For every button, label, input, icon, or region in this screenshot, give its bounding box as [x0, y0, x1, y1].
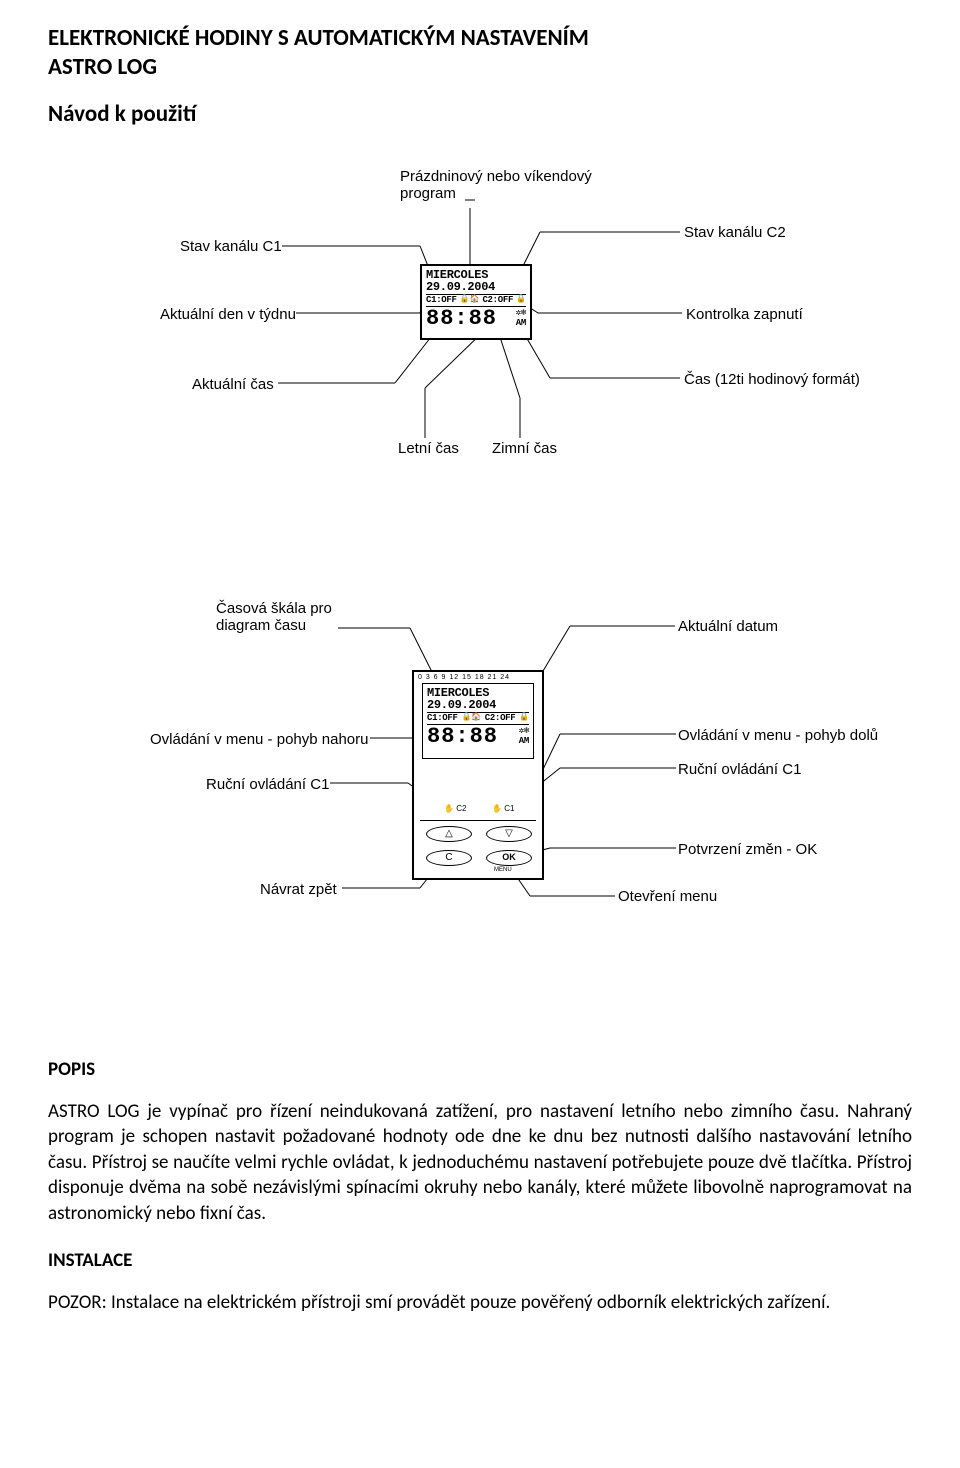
popis-paragraph: ASTRO LOG je vypínač pro řízení neinduko…: [48, 1099, 912, 1227]
lcd2-time: 88:88: [427, 725, 498, 748]
label-holiday: Prázdninový nebo víkendový program: [400, 168, 592, 203]
doc-title-line2: ASTRO LOG: [48, 53, 912, 82]
label-scale: Časová škála pro diagram času: [216, 600, 332, 635]
label-open-menu: Otevření menu: [618, 888, 717, 905]
label-winter: Zimní čas: [492, 440, 557, 457]
popis-heading: POPIS: [48, 1058, 912, 1081]
nav-up-button[interactable]: △: [426, 826, 472, 842]
lcd2-c1: C1:OFF: [427, 714, 458, 723]
instalace-heading: INSTALACE: [48, 1249, 912, 1272]
label-nav-up: Ovládání v menu - pohyb nahoru: [150, 731, 368, 748]
lcd1-c1: C1:OFF: [426, 296, 457, 305]
label-nav-down: Ovládání v menu - pohyb dolů: [678, 727, 878, 744]
lcd2-ampm: AM: [519, 737, 529, 746]
menu-sublabel: MENU: [494, 867, 512, 873]
label-manual-c1-right: Ruční ovládání C1: [678, 761, 801, 778]
doc-title-line1: ELEKTRONICKÉ HODINY S AUTOMATICKÝM NASTA…: [48, 24, 912, 53]
label-time: Aktuální čas: [192, 376, 274, 393]
lcd1-ampm: AM: [516, 319, 526, 328]
lcd-screen-1: MIERCOLES 29.09.2004 C1:OFF 🔒🏠 C2:OFF 🔒 …: [420, 264, 532, 340]
lcd1-c2: C2:OFF: [482, 296, 513, 305]
manual-c1-icon: ✋ C1: [492, 804, 514, 813]
lcd2-line2: 29.09.2004: [427, 699, 529, 712]
label-power: Kontrolka zapnutí: [686, 306, 803, 323]
ok-menu-button[interactable]: OK: [486, 850, 532, 866]
nav-down-button[interactable]: ▽: [486, 826, 532, 842]
lcd2-c2: C2:OFF: [485, 714, 516, 723]
instalace-paragraph: POZOR: Instalace na elektrickém přístroj…: [48, 1290, 912, 1316]
manual-c2-icon: ✋ C2: [444, 804, 466, 813]
label-stav-c1: Stav kanálu C1: [180, 238, 282, 255]
lcd2-scale: 0 3 6 9 12 15 18 21 24: [414, 672, 542, 681]
label-summer: Letní čas: [398, 440, 459, 457]
lcd1-time: 88:88: [426, 307, 497, 330]
label-12hr: Čas (12ti hodinový formát): [684, 371, 860, 388]
label-manual-c1-left: Ruční ovládání C1: [206, 776, 329, 793]
label-stav-c2: Stav kanálu C2: [684, 224, 786, 241]
label-day: Aktuální den v týdnu: [160, 306, 296, 323]
device-frame: 0 3 6 9 12 15 18 21 24 MIERCOLES 29.09.2…: [412, 670, 544, 880]
diagram-lcd-callouts: MIERCOLES 29.09.2004 C1:OFF 🔒🏠 C2:OFF 🔒 …: [120, 168, 840, 508]
back-button[interactable]: C: [426, 850, 472, 866]
diagram-device-callouts: 0 3 6 9 12 15 18 21 24 MIERCOLES 29.09.2…: [120, 588, 840, 988]
doc-subtitle: Návod k použití: [48, 100, 912, 128]
label-confirm: Potvrzení změn - OK: [678, 841, 817, 858]
label-date: Aktuální datum: [678, 618, 778, 635]
label-back: Návrat zpět: [260, 881, 337, 898]
lcd1-line2: 29.09.2004: [426, 281, 526, 294]
